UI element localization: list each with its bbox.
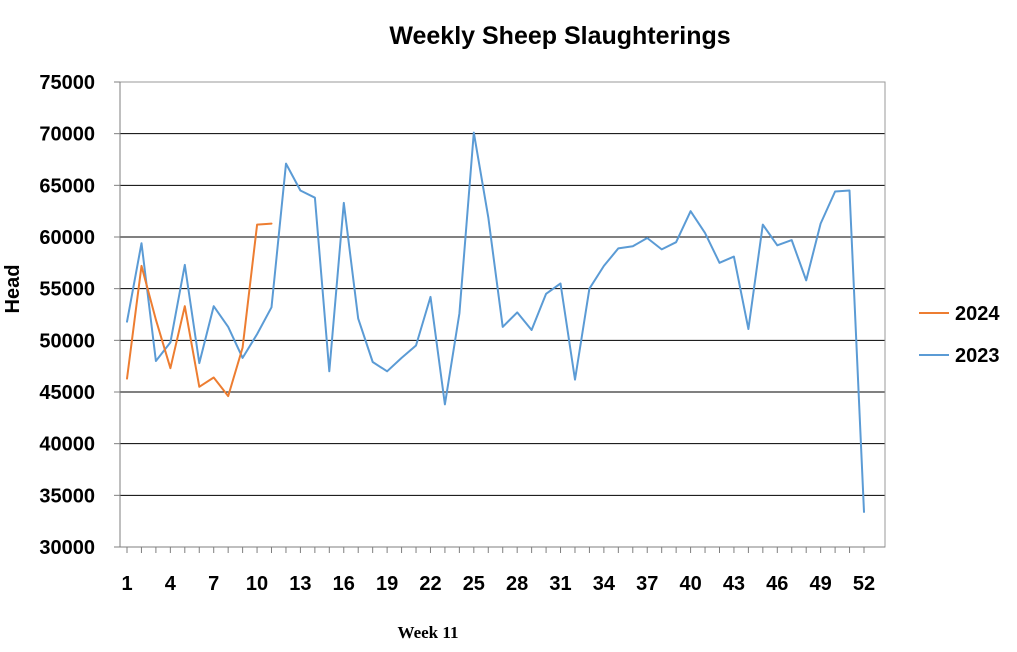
x-tick-labels: 1 4 7 10 13 16 19 22 25 28 31 34 37 40 43 46 49 52 — [121, 547, 875, 595]
y-tick-label: 35000 — [39, 485, 95, 507]
y-tick-label: 55000 — [39, 279, 95, 301]
y-tick-label: 70000 — [39, 124, 95, 146]
x-tick-label: 22 — [419, 573, 441, 595]
series-lines — [126, 131, 865, 513]
y-tick-labels: 30000 35000 40000 45000 50000 55000 60000 65000… — [39, 72, 120, 559]
x-tick-label: 10 — [246, 573, 268, 595]
x-tick-label: 13 — [289, 573, 311, 595]
axes — [119, 82, 885, 548]
x-tick-label: 52 — [853, 573, 875, 595]
x-tick-label: 31 — [549, 573, 571, 595]
chart-title: Weekly Sheep Slaughterings — [389, 22, 730, 50]
y-tick-label: 40000 — [39, 434, 95, 456]
legend: 2024 2023 — [919, 303, 1000, 367]
y-tick-label: 30000 — [39, 537, 95, 559]
gridlines — [120, 81, 885, 496]
x-tick-label: 43 — [723, 573, 745, 595]
series-line-2023 — [126, 131, 865, 513]
x-tick-label: 37 — [636, 573, 658, 595]
y-tick-label: 50000 — [39, 330, 95, 352]
y-tick-label: 75000 — [39, 72, 95, 94]
x-tick-label: 19 — [376, 573, 398, 595]
x-tick-label: 46 — [766, 573, 788, 595]
x-tick-label: 7 — [208, 573, 219, 595]
legend-label-2024: 2024 — [955, 303, 1000, 325]
plot-area — [119, 81, 886, 548]
x-tick-label: 49 — [810, 573, 832, 595]
week-annotation: Week 11 — [398, 623, 459, 642]
x-tick-label: 28 — [506, 573, 528, 595]
y-tick-label: 65000 — [39, 175, 95, 197]
x-tick-label: 4 — [165, 573, 177, 595]
series-line-2024 — [126, 222, 273, 398]
x-tick-label: 25 — [463, 573, 485, 595]
y-tick-label: 45000 — [39, 382, 95, 404]
x-tick-label: 1 — [121, 573, 132, 595]
x-tick-label: 40 — [679, 573, 701, 595]
legend-label-2023: 2023 — [955, 345, 1000, 367]
x-tick-label: 16 — [333, 573, 355, 595]
y-tick-label: 60000 — [39, 227, 95, 249]
y-axis-title: Head — [2, 265, 24, 314]
x-tick-label: 34 — [593, 573, 616, 595]
